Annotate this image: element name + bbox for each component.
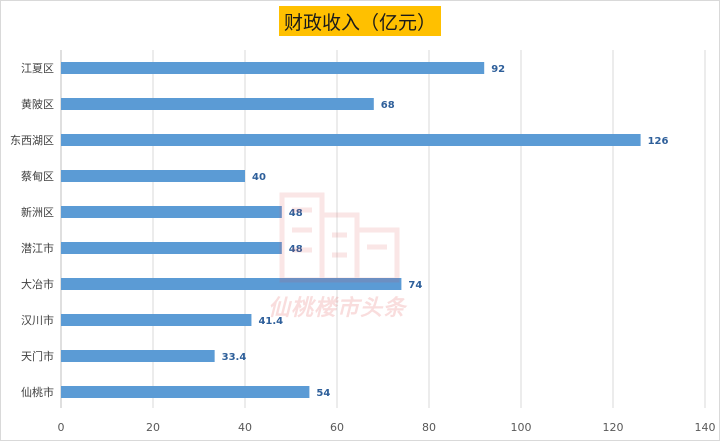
x-tick-label: 0 bbox=[58, 421, 65, 434]
data-label: 48 bbox=[289, 244, 303, 255]
x-tick-label: 60 bbox=[330, 421, 344, 434]
data-label: 40 bbox=[252, 172, 266, 183]
data-label: 41.4 bbox=[258, 316, 283, 327]
category-label: 新洲区 bbox=[21, 205, 54, 219]
category-label: 汉川市 bbox=[21, 313, 54, 327]
bar bbox=[61, 62, 485, 74]
bar bbox=[61, 278, 402, 290]
bars bbox=[61, 62, 641, 398]
labels: 0 20 40 60 80 100 120 140 江夏区 92 黄陂区 68 东西湖区 126 蔡甸区 40… bbox=[10, 62, 716, 434]
watermark-building-icon bbox=[262, 175, 412, 289]
category-label: 黄陂区 bbox=[21, 97, 54, 111]
x-tick-label: 100 bbox=[511, 421, 532, 434]
category-label: 天门市 bbox=[21, 349, 54, 363]
bar bbox=[61, 386, 310, 398]
category-label: 大冶市 bbox=[21, 277, 54, 291]
category-label: 潜江市 bbox=[21, 241, 54, 255]
x-tick-label: 140 bbox=[695, 421, 716, 434]
data-label: 54 bbox=[316, 388, 330, 399]
bar bbox=[61, 314, 252, 326]
data-label: 74 bbox=[408, 280, 422, 291]
bar bbox=[61, 98, 374, 110]
data-label: 92 bbox=[491, 64, 505, 75]
data-label: 33.4 bbox=[222, 352, 247, 363]
category-label: 东西湖区 bbox=[10, 134, 54, 147]
bar bbox=[61, 170, 245, 182]
category-label: 江夏区 bbox=[21, 62, 54, 75]
x-tick-label: 80 bbox=[422, 421, 436, 434]
chart-title-text: 财政收入（亿元） bbox=[283, 11, 436, 34]
x-tick-label: 120 bbox=[603, 421, 624, 434]
bar bbox=[61, 350, 215, 362]
data-label: 48 bbox=[289, 208, 303, 219]
bar bbox=[61, 242, 282, 254]
bar bbox=[61, 206, 282, 218]
data-label: 68 bbox=[381, 100, 395, 111]
category-label: 仙桃市 bbox=[21, 385, 54, 399]
x-tick-label: 20 bbox=[146, 421, 160, 434]
category-label: 蔡甸区 bbox=[21, 170, 54, 183]
x-tick-label: 40 bbox=[238, 421, 252, 434]
chart-title: 财政收入（亿元） bbox=[279, 6, 441, 36]
data-label: 126 bbox=[648, 136, 669, 147]
bar bbox=[61, 134, 641, 146]
watermark-text: 仙桃楼市头条 bbox=[268, 296, 407, 321]
